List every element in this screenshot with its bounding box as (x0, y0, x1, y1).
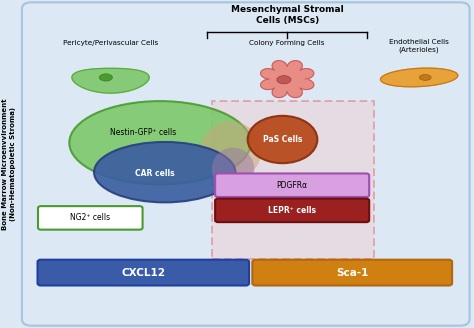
Polygon shape (72, 68, 149, 93)
FancyBboxPatch shape (252, 260, 452, 285)
Text: Mesenchymal Stromal
Cells (MSCs): Mesenchymal Stromal Cells (MSCs) (231, 5, 344, 26)
FancyBboxPatch shape (22, 2, 470, 326)
Text: LEPR⁺ cells: LEPR⁺ cells (268, 206, 316, 215)
FancyBboxPatch shape (215, 199, 369, 222)
Ellipse shape (247, 116, 318, 163)
Ellipse shape (277, 76, 291, 84)
FancyBboxPatch shape (212, 101, 374, 259)
Text: CAR cells: CAR cells (136, 169, 175, 178)
FancyBboxPatch shape (37, 260, 249, 285)
Text: PaS Cells: PaS Cells (263, 135, 302, 144)
Text: Bone Marrow Microenvvironment
(Non-Hematopoietic Stroma): Bone Marrow Microenvvironment (Non-Hemat… (2, 98, 16, 230)
Ellipse shape (419, 74, 431, 80)
Text: NG2⁺ cells: NG2⁺ cells (70, 213, 110, 222)
Text: Sca-1: Sca-1 (336, 268, 368, 277)
Text: Nestin-GFP⁺ cells: Nestin-GFP⁺ cells (110, 129, 177, 137)
Ellipse shape (69, 101, 251, 184)
Ellipse shape (99, 74, 112, 81)
Text: CXCL12: CXCL12 (121, 268, 165, 277)
Text: Endothelial Cells
(Arterioles): Endothelial Cells (Arterioles) (389, 39, 449, 53)
Polygon shape (381, 68, 458, 87)
FancyBboxPatch shape (38, 206, 143, 230)
Polygon shape (261, 61, 314, 97)
Text: PDGFRα: PDGFRα (277, 181, 308, 190)
Text: Pericyte/Perivascular Cells: Pericyte/Perivascular Cells (63, 39, 158, 46)
Text: Colony Forming Cells: Colony Forming Cells (249, 39, 325, 46)
Ellipse shape (94, 142, 236, 202)
Ellipse shape (200, 122, 261, 180)
Ellipse shape (212, 148, 254, 190)
FancyBboxPatch shape (215, 174, 369, 197)
